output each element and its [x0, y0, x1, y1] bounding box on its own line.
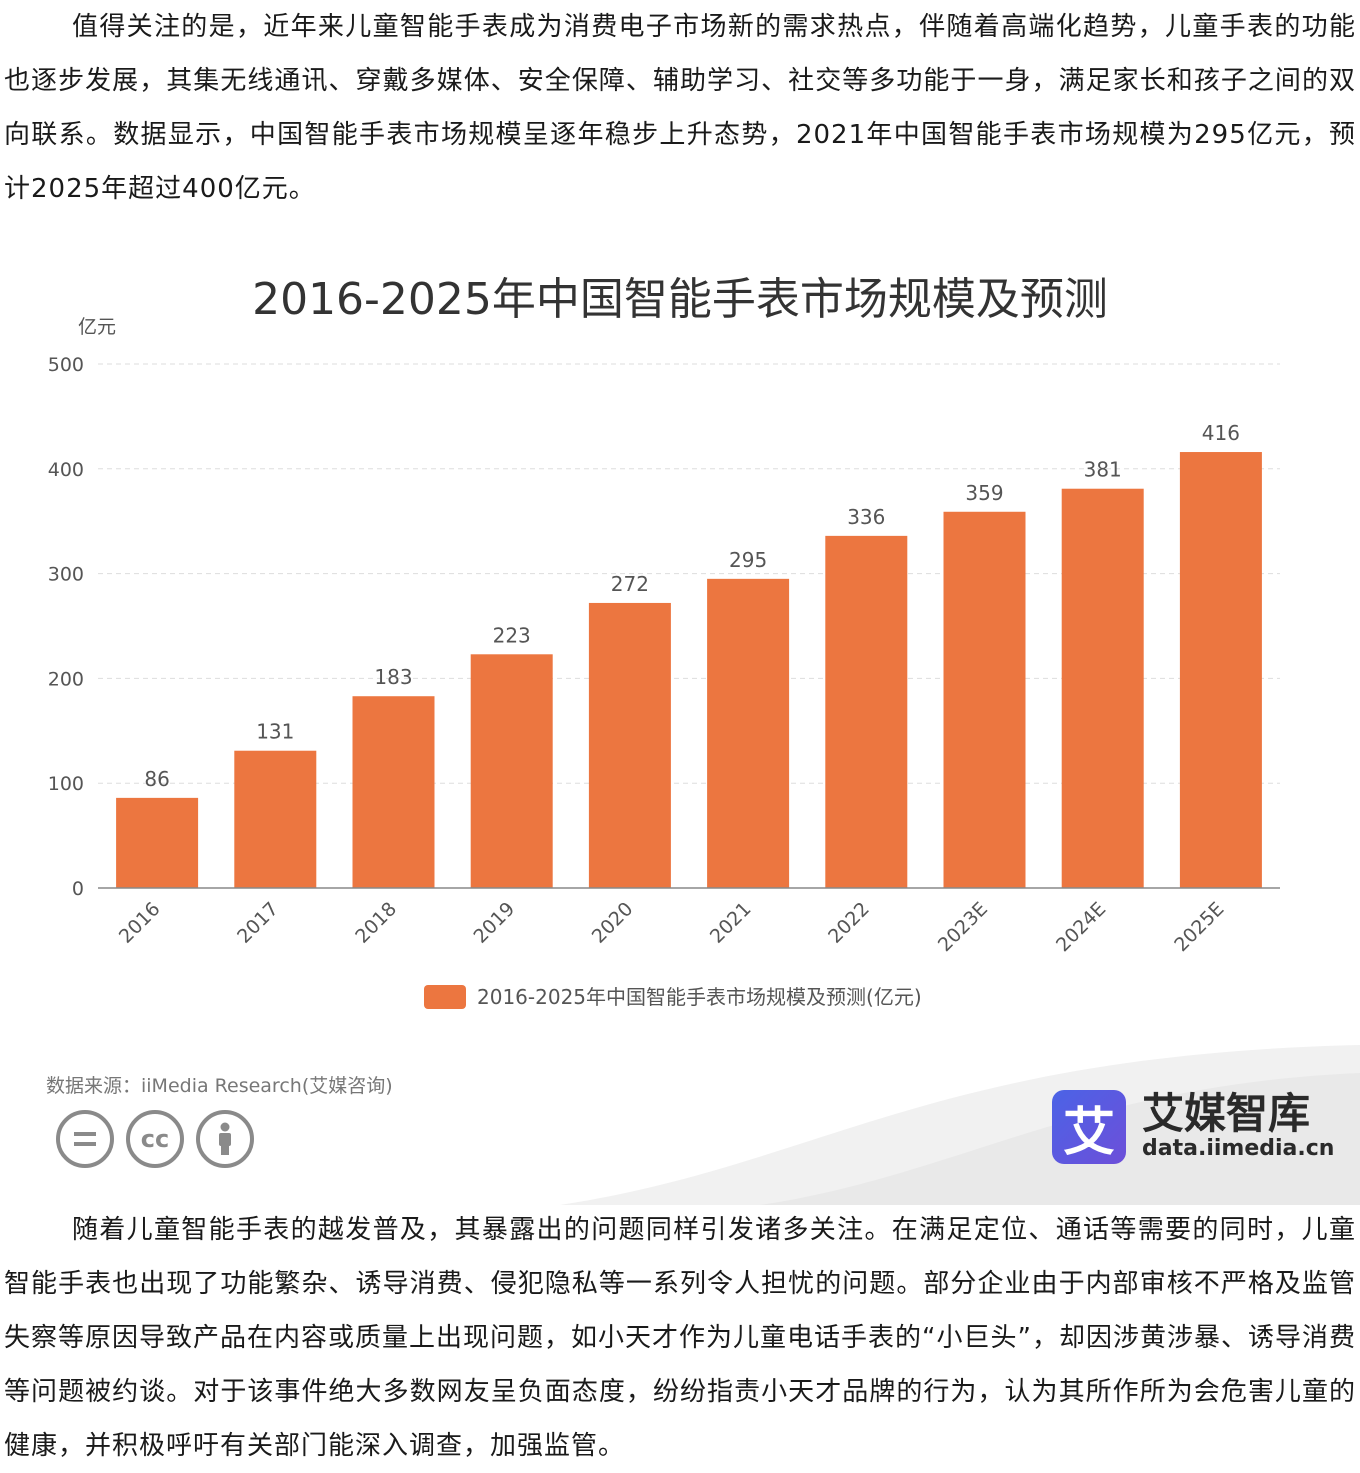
x-tick-label: 2025E [1170, 898, 1228, 956]
bar [707, 578, 790, 888]
data-label: 223 [493, 623, 531, 647]
bar [234, 750, 317, 888]
data-label: 359 [965, 481, 1003, 505]
brand-logo: 艾 艾媒智库 data.iimedia.cn [1052, 1090, 1334, 1164]
brand-url: data.iimedia.cn [1142, 1136, 1335, 1161]
legend-swatch [424, 985, 466, 1009]
data-source-note: 数据来源：iiMedia Research(艾媒咨询) [46, 1075, 393, 1097]
y-tick-label: 400 [48, 459, 84, 481]
y-axis-unit-label: 亿元 [78, 316, 116, 338]
bar [943, 511, 1026, 888]
bar [1179, 452, 1262, 888]
x-tick-label: 2024E [1052, 898, 1110, 956]
data-label: 295 [729, 548, 767, 572]
intro-paragraph: 值得关注的是，近年来儿童智能手表成为消费电子市场新的需求热点，伴随着高端化趋势，… [4, 12, 1356, 204]
data-label: 381 [1084, 458, 1122, 482]
no-derivatives-icon [56, 1110, 114, 1168]
brand-name: 艾媒智库 [1142, 1089, 1311, 1138]
x-tick-label: 2017 [233, 898, 283, 948]
license-icons: cc [56, 1110, 254, 1168]
x-tick-label: 2021 [706, 898, 756, 948]
attribution-person-icon [196, 1110, 254, 1168]
bar [352, 696, 435, 888]
y-tick-label: 300 [48, 564, 84, 586]
data-label: 272 [611, 572, 649, 596]
market-size-bar-chart: 2016-2025年中国智能手表市场规模及预测 亿元 0 100 200 300 400… [48, 274, 1280, 1009]
y-tick-label: 200 [48, 668, 84, 690]
chart-title: 2016-2025年中国智能手表市场规模及预测 [252, 274, 1108, 325]
bar [470, 654, 553, 888]
x-tick-label: 2016 [115, 898, 165, 948]
bars [116, 452, 1262, 888]
follow-up-paragraph: 随着儿童智能手表的越发普及，其暴露出的问题同样引发诸多关注。在满足定位、通话等需… [4, 1215, 1356, 1461]
x-tick-label: 2023E [934, 898, 992, 956]
x-tick-label: 2022 [824, 898, 874, 948]
y-tick-label: 0 [72, 878, 84, 900]
legend: 2016-2025年中国智能手表市场规模及预测(亿元) [424, 985, 922, 1009]
y-tick-label: 500 [48, 354, 84, 376]
x-axis-ticks: 2016 2017 2018 2019 2020 2021 2022 2023E 2024E 20… [115, 898, 1229, 956]
y-axis-ticks: 0 100 200 300 400 500 [48, 354, 84, 900]
data-label: 416 [1202, 421, 1240, 445]
bar [116, 797, 199, 888]
data-label: 183 [374, 665, 412, 689]
x-tick-label: 2019 [469, 898, 519, 948]
data-label: 131 [256, 720, 294, 744]
y-tick-label: 100 [48, 773, 84, 795]
bar [825, 535, 908, 888]
bar [588, 602, 671, 888]
x-tick-label: 2018 [351, 898, 401, 948]
legend-label: 2016-2025年中国智能手表市场规模及预测(亿元) [477, 985, 922, 1009]
bar [1061, 488, 1144, 888]
iimedia-logo-icon: 艾 [1052, 1090, 1126, 1164]
data-label: 86 [144, 767, 169, 791]
data-label: 336 [847, 505, 885, 529]
data-labels: 86 131 183 223 272 295 336 359 381 416 [144, 421, 1240, 791]
creative-commons-icon: cc [126, 1110, 184, 1168]
x-tick-label: 2020 [588, 898, 638, 948]
